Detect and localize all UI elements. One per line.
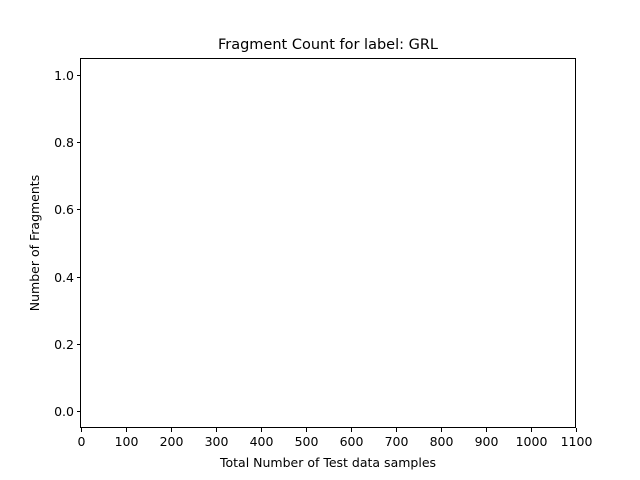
x-tick-label: 500 xyxy=(295,434,319,449)
x-tick-label: 600 xyxy=(340,434,364,449)
x-tick-label: 300 xyxy=(205,434,229,449)
y-tick-label: 0.8 xyxy=(54,135,74,150)
x-tick-label: 100 xyxy=(115,434,139,449)
y-tick-label: 0.4 xyxy=(54,270,74,285)
y-axis: 0.0 0.2 0.4 0.6 0.8 1.0 xyxy=(54,68,81,419)
x-tick-label: 400 xyxy=(250,434,274,449)
x-axis: 0 100 200 300 400 500 600 700 800 900 1000 1100 xyxy=(78,428,593,449)
y-tick-label: 0.2 xyxy=(54,337,74,352)
x-tick-label: 800 xyxy=(430,434,454,449)
x-tick-label: 900 xyxy=(475,434,499,449)
x-tick-label: 200 xyxy=(160,434,184,449)
x-tick-label: 1000 xyxy=(516,434,548,449)
y-tick-label: 1.0 xyxy=(54,68,74,83)
x-tick-label: 700 xyxy=(385,434,409,449)
y-tick-label: 0.0 xyxy=(54,404,74,419)
x-axis-label: Total Number of Test data samples xyxy=(219,455,436,470)
plot-area-frame xyxy=(80,58,576,428)
y-axis-label: Number of Fragments xyxy=(27,175,42,311)
x-tick-label: 0 xyxy=(78,434,86,449)
chart-title: Fragment Count for label: GRL xyxy=(218,37,438,53)
x-tick-label: 1100 xyxy=(561,434,593,449)
y-tick-label: 0.6 xyxy=(54,202,74,217)
